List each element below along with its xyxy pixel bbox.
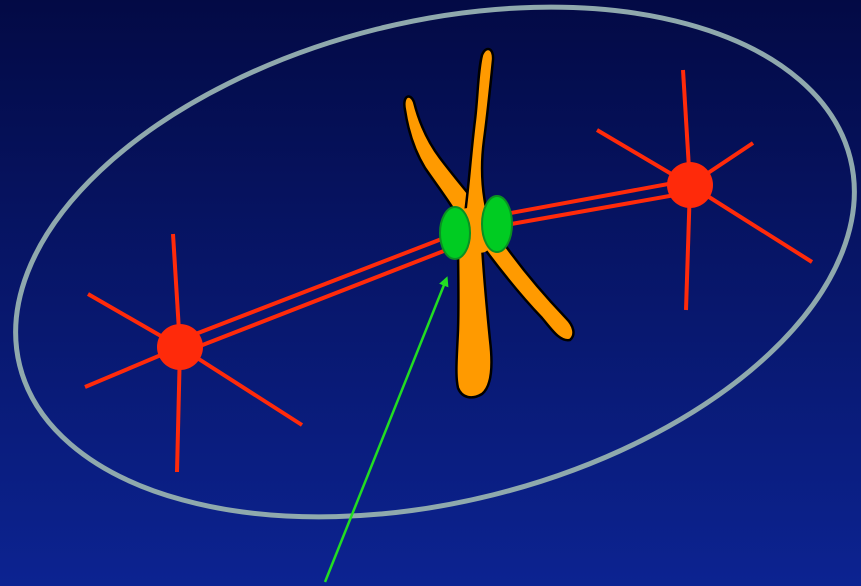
right-spindle-fiber-lower — [499, 190, 693, 228]
chromosome-arm-lower-left — [455, 236, 493, 399]
left-spindle-fiber-lower — [181, 245, 455, 355]
left-centrosome — [157, 324, 203, 370]
right-spindle-fiber-upper — [499, 178, 691, 217]
left-spindle-pole — [84, 233, 304, 473]
right-centrosome — [667, 162, 713, 208]
left-spindle-fibers — [179, 233, 455, 355]
right-kinetochore — [481, 195, 513, 253]
chromosome-arm-lower-right — [475, 233, 575, 342]
pointer-arrow — [323, 276, 449, 583]
left-spindle-fiber-upper — [179, 233, 453, 342]
astral-ray — [178, 345, 304, 427]
right-spindle-fibers — [499, 178, 693, 228]
astral-ray — [688, 183, 814, 264]
left-kinetochore — [439, 206, 471, 260]
chromosome-arm-upper-left — [403, 95, 487, 243]
chromosome-arm-upper-right — [460, 47, 495, 237]
right-spindle-pole — [595, 69, 814, 311]
